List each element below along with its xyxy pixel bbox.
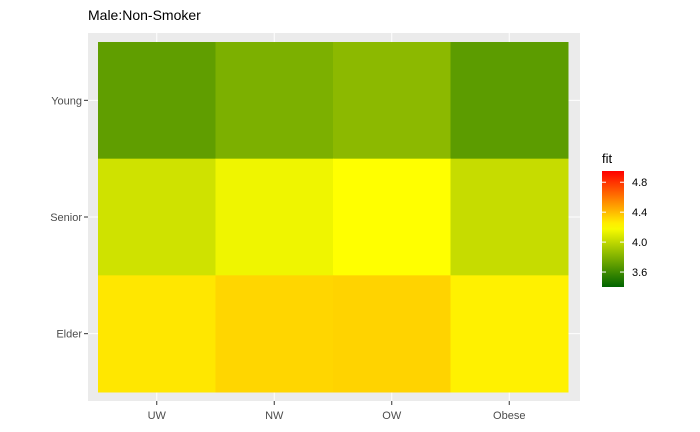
x-tick-label: Obese — [493, 410, 525, 422]
heatmap-tile — [98, 42, 216, 160]
legend-title: fit — [602, 151, 613, 166]
heatmap-tile — [333, 275, 451, 393]
chart-title: Male:Non-Smoker — [88, 7, 201, 23]
x-axis: UW NW OW Obese — [148, 401, 525, 422]
heatmap-tile — [215, 275, 334, 393]
y-tick-label: Young — [51, 95, 82, 107]
heatmap-tile — [98, 158, 216, 276]
heatmap-tile — [98, 275, 216, 393]
heatmap-tile — [333, 42, 451, 160]
legend: fit 3.6 4.0 4.4 4.8 — [602, 151, 647, 287]
legend-tick-label: 4.0 — [632, 237, 647, 249]
heatmap-tile — [450, 275, 569, 393]
legend-tick-label: 4.8 — [632, 177, 647, 189]
heatmap-tile — [333, 158, 451, 276]
heatmap-tile — [215, 42, 334, 160]
heatmap-tile — [450, 42, 569, 160]
legend-colorbar — [602, 171, 624, 287]
heatmap-tile — [215, 158, 334, 276]
y-tick-label: Senior — [50, 212, 82, 224]
heatmap-tiles — [98, 42, 569, 393]
x-tick-label: UW — [148, 410, 167, 422]
legend-tick-label: 4.4 — [632, 207, 647, 219]
heatmap-tile — [450, 158, 569, 276]
x-tick-label: NW — [265, 410, 284, 422]
x-tick-label: OW — [382, 410, 402, 422]
legend-ticks: 3.6 4.0 4.4 4.8 — [602, 177, 647, 279]
legend-tick-label: 3.6 — [632, 267, 647, 279]
y-tick-label: Elder — [56, 329, 82, 341]
y-axis: Young Senior Elder — [50, 95, 88, 341]
